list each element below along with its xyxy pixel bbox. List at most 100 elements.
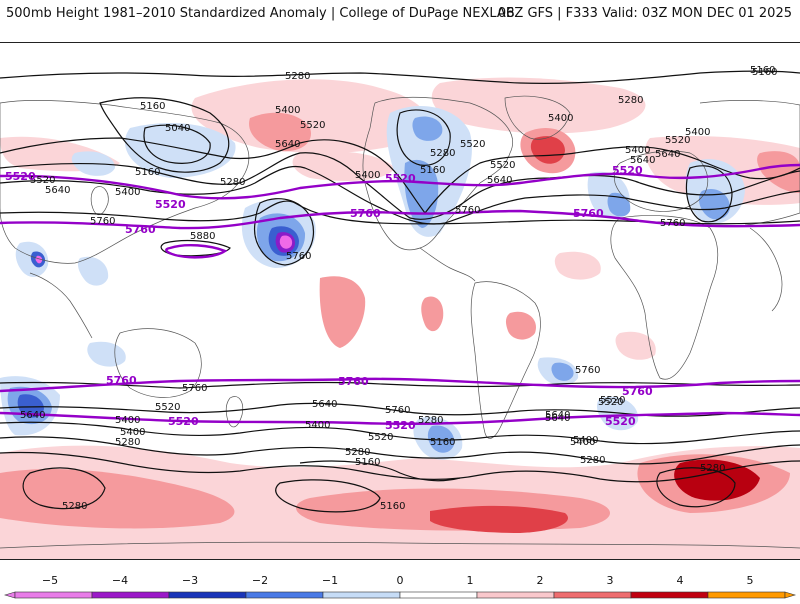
contour-label: 5640 xyxy=(20,410,45,421)
color-bar-segment xyxy=(322,591,401,599)
purple-contour-label: 5760 xyxy=(106,374,137,387)
contour-5160-nh xyxy=(99,97,230,173)
contour-label: 5160 xyxy=(355,457,380,468)
contour-label: 5400 xyxy=(275,105,300,116)
contour-label: 5400 xyxy=(115,187,140,198)
contour-label: 5640 xyxy=(545,410,570,421)
contour-low-sh-c xyxy=(275,479,381,513)
contour-label: 5520 xyxy=(300,120,325,131)
anomaly-positive-area xyxy=(191,79,428,154)
color-bar-segment xyxy=(707,591,786,599)
anomaly-fill-layer xyxy=(0,77,800,559)
coastline-central-america xyxy=(419,247,476,282)
map-title: 500mb Height 1981–2010 Standardized Anom… xyxy=(6,6,515,21)
contour-labels: 5280 5160 5160 5040 5400 5520 5640 5520 … xyxy=(20,65,777,512)
contour-label: 5160 xyxy=(140,101,165,112)
color-bar-tick-label: 2 xyxy=(537,574,544,587)
color-bar-segment xyxy=(14,591,93,599)
purple-contour-5760-sh xyxy=(0,377,800,393)
contour-label: 5760 xyxy=(182,383,207,394)
contour-label: 5520 xyxy=(155,402,180,413)
coastline-africa xyxy=(610,215,719,380)
purple-contour-5520-nh xyxy=(0,163,800,200)
anomaly-negative-area xyxy=(279,235,293,249)
anomaly-negative-area xyxy=(404,159,439,228)
anomaly-positive-area xyxy=(430,505,568,533)
color-bar-tick-label: 5 xyxy=(747,574,754,587)
contour-label: 5160 xyxy=(752,67,777,78)
contour-5520-sh xyxy=(0,421,800,445)
contour-5040 xyxy=(143,124,211,164)
color-bar-tick-label: 4 xyxy=(677,574,684,587)
anomaly-positive-area xyxy=(249,112,311,152)
color-bar-arrow-left xyxy=(3,591,16,599)
contour-label: 5640 xyxy=(655,149,680,160)
contour-5640-sh xyxy=(0,402,800,417)
purple-contour-5760-nh xyxy=(0,209,800,230)
color-bar-tick-label: −4 xyxy=(112,574,128,587)
color-bar-segment xyxy=(91,591,170,599)
coastline-australia xyxy=(114,328,202,398)
anomaly-negative-area xyxy=(412,116,443,141)
contour-5160-sh xyxy=(299,460,461,482)
anomaly-map: 5280 5160 5160 5040 5400 5520 5640 5520 … xyxy=(0,65,800,559)
contour-label: 5520 xyxy=(598,397,623,408)
color-bar-tick-label: −2 xyxy=(252,574,268,587)
contour-label: 5640 xyxy=(45,185,70,196)
anomaly-negative-area xyxy=(87,341,126,367)
contour-label: 5760 xyxy=(575,365,600,376)
color-bar-segments xyxy=(3,591,797,599)
coastline-south-america xyxy=(470,281,541,439)
contour-label: 5400 xyxy=(305,420,330,431)
map-panel: 5280 5160 5160 5040 5400 5520 5640 5520 … xyxy=(0,42,800,560)
color-bar-tick-label: 1 xyxy=(467,574,474,587)
purple-contour-label: 5760 xyxy=(125,223,156,236)
coastline-new-zealand xyxy=(225,396,244,428)
purple-contour-5880-nh xyxy=(165,243,228,259)
coastline-se-asia xyxy=(29,272,93,339)
contour-label: 5280 xyxy=(418,415,443,426)
purple-contour-5520-sh xyxy=(0,411,800,425)
contour-label: 5640 xyxy=(312,399,337,410)
contour-label: 5280 xyxy=(285,71,310,82)
contour-label: 5640 xyxy=(275,139,300,150)
contour-label: 5880 xyxy=(190,231,215,242)
coastline-greenland xyxy=(504,95,571,140)
purple-contour-label: 5520 xyxy=(155,198,186,211)
contour-label: 5640 xyxy=(487,175,512,186)
contour-label: 5280 xyxy=(345,447,370,458)
purple-contour-label: 5760 xyxy=(573,207,604,220)
contour-low-pacific xyxy=(253,198,314,266)
color-bar-segment xyxy=(630,591,709,599)
color-bar-tick-label: 3 xyxy=(607,574,614,587)
color-bar-segment xyxy=(476,591,555,599)
anomaly-positive-area xyxy=(0,468,235,529)
contour-5520-nh xyxy=(0,152,800,220)
contour-label: 5400 xyxy=(573,435,598,446)
color-bar-arrow-right xyxy=(784,591,797,599)
purple-contour-label: 5760 xyxy=(338,375,369,388)
header: 500mb Height 1981–2010 Standardized Anom… xyxy=(0,0,800,30)
color-bar-tick-label: 0 xyxy=(397,574,404,587)
purple-contour-label: 5760 xyxy=(622,385,653,398)
coastline-japan xyxy=(90,186,109,216)
anomaly-negative-area xyxy=(698,188,730,220)
coastline-south-asia xyxy=(749,227,783,312)
contour-label: 5520 xyxy=(30,175,55,186)
anomaly-negative-area xyxy=(607,192,631,217)
contour-low-canada xyxy=(396,109,451,166)
contour-label: 5640 xyxy=(630,155,655,166)
contour-label: 5280 xyxy=(62,501,87,512)
contour-label: 5760 xyxy=(385,405,410,416)
contour-label: 5760 xyxy=(455,205,480,216)
highlight-labels: 5520 5520 5760 5520 5760 5760 5520 5760 … xyxy=(5,164,653,432)
contour-label: 5280 xyxy=(115,437,140,448)
contour-label: 5400 xyxy=(570,437,595,448)
anomaly-positive-area xyxy=(319,276,366,348)
color-bar-ticks: −5 −4 −3 −2 −1 0 1 2 3 4 5 xyxy=(42,574,754,587)
color-bar-tick-label: −3 xyxy=(182,574,198,587)
contour-5280-nh xyxy=(0,70,800,84)
color-bar-segment xyxy=(553,591,632,599)
purple-contour-label: 5520 xyxy=(5,170,36,183)
color-bar-segment xyxy=(168,591,247,599)
